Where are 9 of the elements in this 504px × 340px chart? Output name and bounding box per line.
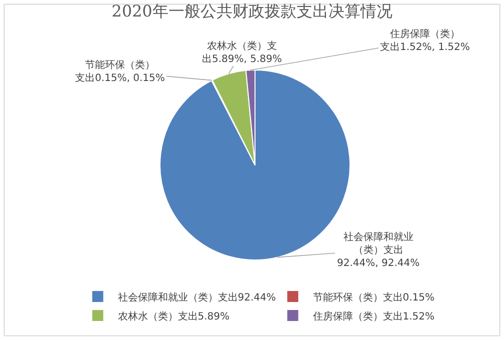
legend-label: 节能环保（类）支出0.15% <box>312 291 435 304</box>
legend-label: 社会保障和就业（类）支出92.44% <box>118 291 276 304</box>
chart-title: 2020年一般公共财政拨款支出决算情况 <box>112 1 392 20</box>
data-label: 住房保障（类）支出1.52%, 1.52% <box>380 28 470 53</box>
data-label: 农林水（类）支出5.89%, 5.89% <box>202 40 282 65</box>
data-label: 社会保障和就业（类）支出92.44%, 92.44% <box>337 231 420 269</box>
legend-label: 农林水（类）支出5.89% <box>118 310 230 322</box>
data-label: 节能环保（类）支出0.15%, 0.15% <box>75 59 165 84</box>
legend-label: 住房保障（类）支出1.52% <box>312 310 435 322</box>
